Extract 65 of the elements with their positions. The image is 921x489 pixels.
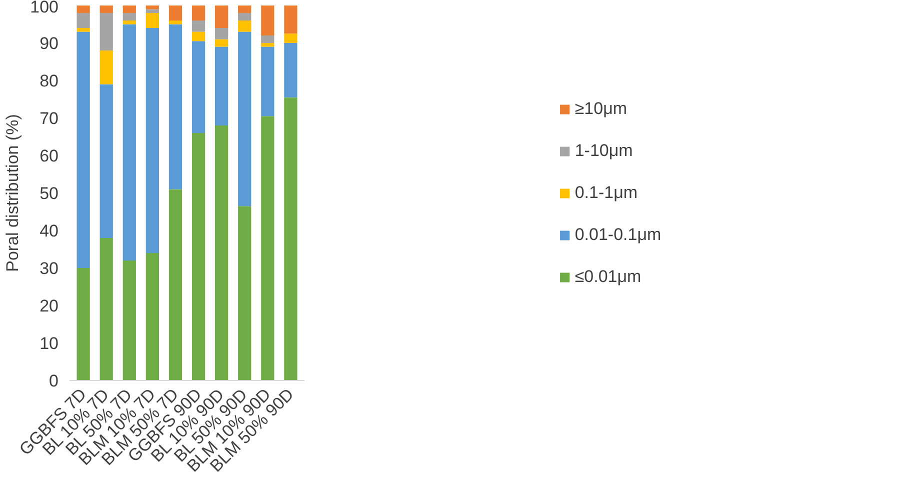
bar [146, 28, 160, 253]
bar [284, 34, 298, 43]
bar [122, 260, 136, 380]
bar [76, 13, 90, 28]
y-tick-label: 50 [40, 184, 59, 203]
bar [284, 97, 298, 380]
bar [76, 268, 90, 380]
y-tick-label: 0 [49, 372, 59, 390]
bar [214, 46, 228, 126]
bar [146, 253, 160, 380]
y-tick-label: 20 [40, 296, 59, 316]
legend-label: 1-10μm [574, 140, 633, 160]
bar [284, 43, 298, 98]
bar [146, 13, 160, 28]
legend-label: ≥10μm [574, 98, 628, 118]
bar [100, 13, 113, 50]
legend-label: 0.1-1μm [574, 182, 638, 202]
bar [214, 126, 228, 380]
bar [192, 41, 206, 133]
bar [261, 36, 274, 43]
bar [122, 13, 136, 20]
bar [100, 238, 113, 380]
bar [146, 6, 160, 10]
bar [76, 32, 90, 268]
bar [238, 20, 252, 32]
bar [192, 32, 206, 42]
bar [238, 32, 252, 206]
bar [214, 39, 228, 47]
bar [238, 206, 252, 380]
y-tick-label: 30 [40, 259, 59, 278]
bar [122, 24, 136, 260]
bar [168, 189, 182, 380]
y-tick-label: 70 [40, 109, 59, 128]
y-tick-label: 100 [30, 0, 59, 16]
bar [100, 84, 113, 238]
bar [168, 24, 182, 190]
bar [122, 6, 136, 13]
y-tick-label: 10 [40, 334, 59, 353]
bar [238, 13, 252, 20]
bar [261, 46, 274, 116]
bar [214, 28, 228, 40]
legend-label: ≤0.01μm [574, 266, 642, 286]
bar [100, 6, 113, 13]
y-tick-label: 90 [40, 34, 59, 53]
bar [122, 20, 136, 24]
bar [76, 28, 90, 32]
bar [284, 6, 298, 34]
bar [192, 133, 206, 380]
y-tick-label: 60 [40, 146, 59, 166]
bar [192, 6, 206, 20]
bar [168, 20, 182, 24]
y-tick-label: 80 [40, 72, 59, 90]
bar [261, 6, 274, 36]
bar [214, 6, 228, 28]
y-tick-label: 40 [40, 222, 59, 240]
bar [261, 116, 274, 380]
bar [261, 43, 274, 47]
bar [192, 20, 206, 32]
bar [76, 6, 90, 13]
legend-label: 0.01-0.1μm [574, 224, 662, 244]
bar [238, 6, 252, 13]
bar [146, 9, 160, 13]
y-axis-title: Poral distribution (%) [3, 114, 22, 272]
bar [100, 50, 113, 84]
bar [168, 6, 182, 20]
